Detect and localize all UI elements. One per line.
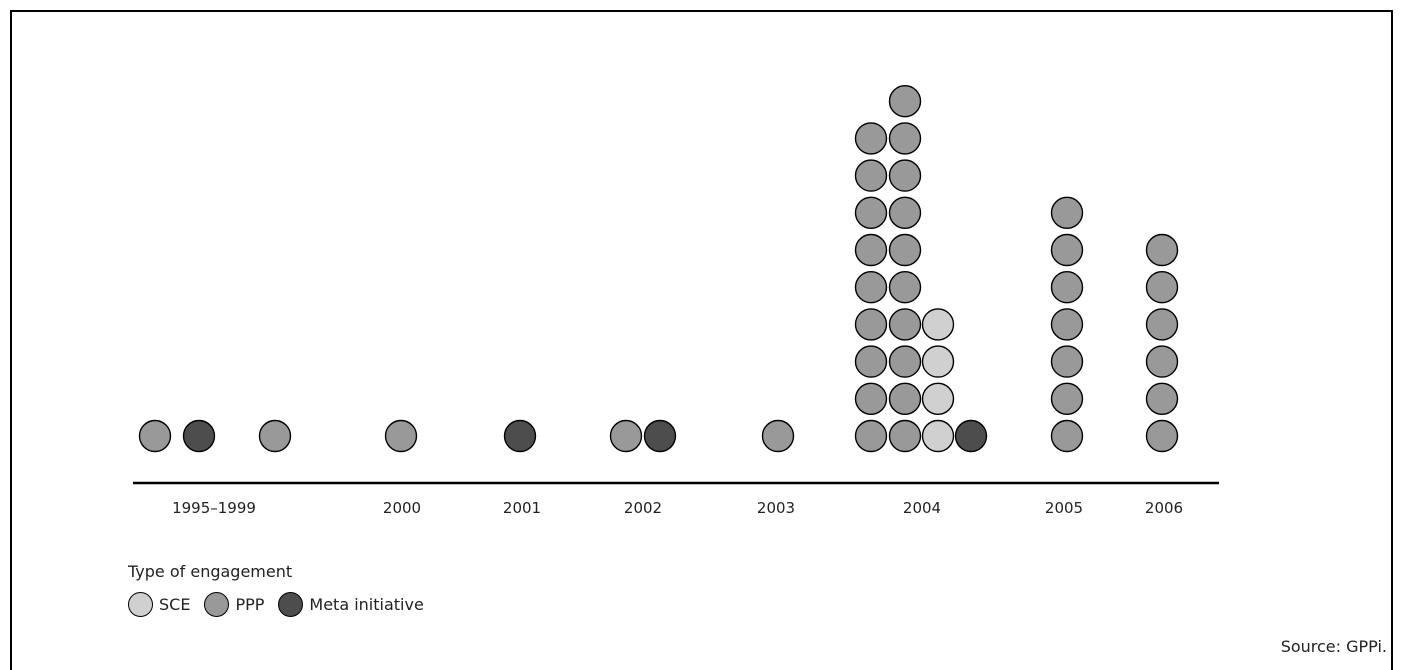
x-tick-label: 2001 xyxy=(503,499,541,517)
dot-ppp xyxy=(1050,233,1084,267)
x-tick-label: 2005 xyxy=(1045,499,1083,517)
dot-ppp xyxy=(1145,345,1179,378)
dot-layer xyxy=(138,84,1179,453)
dot-ppp xyxy=(854,345,888,378)
dot-ppp xyxy=(854,271,888,304)
x-tick-label: 2003 xyxy=(757,499,795,517)
dot-meta-initiative xyxy=(503,419,537,453)
dot-ppp xyxy=(1145,308,1179,341)
tick-label-layer: 1995–1999 2000 2001 2002 2003 2004 2005 2006 xyxy=(172,499,1183,517)
dot-ppp xyxy=(384,419,418,453)
dot-ppp xyxy=(888,159,922,192)
dot-ppp xyxy=(1050,345,1084,378)
dot-ppp xyxy=(888,84,922,118)
dot-meta-initiative xyxy=(643,419,677,453)
legend-label-meta-initiative: Meta initiative xyxy=(309,595,424,614)
x-tick-label: 2006 xyxy=(1145,499,1183,517)
dot-ppp xyxy=(1145,271,1179,304)
dot-ppp xyxy=(258,419,292,453)
dot-ppp xyxy=(854,308,888,341)
dot-ppp xyxy=(888,196,922,230)
dot-meta-initiative xyxy=(954,419,988,453)
legend-item-sce: SCE xyxy=(128,592,190,617)
dot-ppp xyxy=(1050,196,1084,230)
legend-swatch-sce xyxy=(128,592,153,617)
dot-sce xyxy=(921,345,955,378)
dot-ppp xyxy=(854,419,888,453)
dot-ppp xyxy=(854,196,888,230)
dot-ppp xyxy=(854,382,888,415)
dot-ppp xyxy=(609,419,643,453)
dot-ppp xyxy=(854,233,888,267)
dot-ppp xyxy=(888,271,922,304)
x-tick-label: 1995–1999 xyxy=(172,499,256,517)
dot-ppp xyxy=(888,122,922,155)
source-note: Source: GPPi. xyxy=(1280,637,1387,656)
dot-ppp xyxy=(888,419,922,453)
dot-ppp xyxy=(888,233,922,267)
dot-ppp xyxy=(854,122,888,155)
dot-ppp xyxy=(854,159,888,192)
dot-ppp xyxy=(1050,271,1084,304)
legend: SCE PPP Meta initiative xyxy=(128,592,438,617)
x-tick-label: 2002 xyxy=(624,499,662,517)
legend-item-meta-initiative: Meta initiative xyxy=(278,592,424,617)
legend-swatch-ppp xyxy=(204,592,230,617)
dot-ppp xyxy=(1145,419,1179,453)
dot-ppp xyxy=(1050,308,1084,341)
dot-ppp xyxy=(138,419,172,453)
dot-meta-initiative xyxy=(182,419,216,453)
legend-title: Type of engagement xyxy=(128,562,293,581)
dot-ppp xyxy=(1050,382,1084,415)
dot-ppp xyxy=(888,382,922,415)
legend-label-sce: SCE xyxy=(159,595,191,614)
dot-ppp xyxy=(888,345,922,378)
legend-swatch-meta-initiative xyxy=(278,592,304,617)
dot-sce xyxy=(921,308,955,341)
dot-sce xyxy=(921,419,955,453)
dot-ppp xyxy=(1145,382,1179,415)
dot-ppp xyxy=(761,419,795,453)
legend-label-ppp: PPP xyxy=(235,595,265,614)
dot-sce xyxy=(921,382,955,415)
x-tick-label: 2004 xyxy=(903,499,941,517)
x-tick-label: 2000 xyxy=(383,499,421,517)
legend-item-ppp: PPP xyxy=(204,592,264,617)
dot-ppp xyxy=(1145,233,1179,267)
chart-frame xyxy=(10,10,1393,670)
dot-ppp xyxy=(888,308,922,341)
dot-ppp xyxy=(1050,419,1084,453)
